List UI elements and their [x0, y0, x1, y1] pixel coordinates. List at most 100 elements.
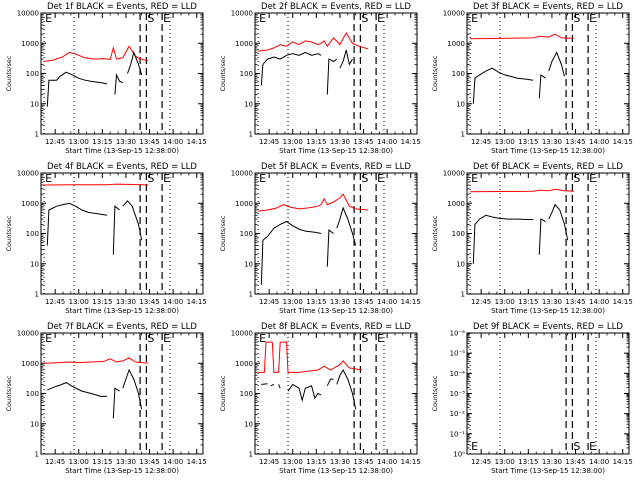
y-axis-label: Counts/sec	[5, 55, 13, 91]
y-tick-label: 10	[30, 100, 39, 108]
chart-panel-1: Det 1f BLACK = Events, RED = LLD 1 10 100 10…	[5, 2, 207, 155]
series-line	[114, 73, 123, 95]
x-tick-label: 13:15	[306, 138, 326, 146]
x-tick-label: 13:00	[495, 298, 515, 306]
x-axis-label: Start Time (13-Sep-15 12:38:00)	[279, 147, 393, 155]
x-tick-label: 13:30	[116, 298, 136, 306]
x-tick-label: 13:45	[353, 138, 373, 146]
y-tick-label: 10	[30, 420, 39, 428]
y-tick-label: 100	[452, 230, 465, 238]
series-line	[261, 383, 268, 385]
series-events	[472, 51, 565, 104]
series-line	[46, 71, 108, 107]
series-line	[122, 200, 143, 241]
time-marker-label: S	[573, 12, 580, 25]
chart-title: Det 9f BLACK = Events, RED = LLD	[473, 322, 623, 332]
y-axis-label: Counts/sec	[219, 55, 227, 91]
x-tick-label: 14:00	[163, 138, 183, 146]
x-tick-label: 13:45	[565, 458, 585, 466]
chart-panel-9: Det 9f BLACK = Events, RED = LLD 10⁰ 10⁻¹ 1…	[431, 322, 633, 475]
series-events	[46, 50, 143, 107]
series-line	[260, 51, 322, 86]
x-tick-label: 13:00	[69, 138, 89, 146]
series-line	[270, 383, 275, 387]
y-tick-label: 10000	[17, 330, 39, 338]
chart-panel-3: Det 3f BLACK = Events, RED = LLD 1 10 100 10…	[431, 2, 633, 155]
x-tick-label: 13:00	[283, 298, 303, 306]
time-marker-label: E	[163, 12, 170, 25]
series-line	[47, 382, 108, 397]
y-tick-label: 10⁻¹	[450, 430, 466, 438]
y-tick-label: 100	[26, 390, 39, 398]
chart-panel-7: Det 7f BLACK = Events, RED = LLD 1 10 100 10…	[5, 322, 207, 475]
x-tick-label: 13:30	[542, 138, 562, 146]
y-tick-label: 1000	[235, 360, 253, 368]
y-tick-label: 1000	[235, 200, 253, 208]
series-line	[326, 58, 338, 95]
series-line	[538, 218, 546, 255]
y-tick-label: 100	[452, 70, 465, 78]
y-tick-label: 10⁻⁵	[450, 350, 466, 358]
chart-title: Det 6f BLACK = Events, RED = LLD	[473, 162, 623, 172]
plot-frame	[254, 172, 418, 295]
y-tick-label: 1	[461, 131, 465, 139]
y-axis-label: Counts/sec	[431, 55, 439, 91]
chart-title: Det 8f BLACK = Events, RED = LLD	[261, 322, 411, 332]
series-lld	[258, 31, 369, 52]
x-tick-label: 14:00	[377, 138, 397, 146]
y-tick-label: 100	[26, 70, 39, 78]
time-marker-label: S	[147, 12, 154, 25]
x-axis-label: Start Time (13-Sep-15 12:38:00)	[65, 307, 179, 315]
series-lld	[470, 33, 575, 40]
x-tick-label: 12:45	[45, 138, 65, 146]
x-tick-label: 13:15	[306, 458, 326, 466]
series-line	[258, 341, 363, 373]
time-marker-label: E	[259, 332, 266, 345]
series-line	[46, 202, 108, 246]
x-tick-label: 13:15	[92, 458, 112, 466]
time-marker-label: E	[45, 12, 52, 25]
y-tick-label: 10⁻³	[450, 390, 466, 398]
y-tick-label: 100	[240, 230, 253, 238]
time-marker-label: E	[377, 172, 384, 185]
y-tick-label: 100	[240, 390, 253, 398]
x-tick-label: 13:30	[330, 298, 350, 306]
series-line	[112, 387, 120, 419]
chart-panel-8: Det 8f BLACK = Events, RED = LLD 1 10 100 10…	[219, 322, 421, 475]
x-tick-label: 12:45	[259, 298, 279, 306]
x-tick-label: 13:30	[116, 138, 136, 146]
x-tick-label: 14:00	[589, 298, 609, 306]
time-marker-label: S	[147, 172, 154, 185]
y-tick-label: 10000	[231, 330, 253, 338]
time-marker-label: E	[589, 12, 596, 25]
series-lld	[44, 357, 149, 364]
time-marker-label: E	[45, 172, 52, 185]
x-tick-label: 13:00	[495, 138, 515, 146]
x-tick-label: 14:15	[187, 458, 207, 466]
y-tick-label: 10⁻⁶	[450, 330, 466, 338]
x-tick-label: 14:15	[613, 138, 633, 146]
y-tick-label: 100	[240, 70, 253, 78]
chart-panel-4: Det 4f BLACK = Events, RED = LLD 1 10 100 10…	[5, 162, 207, 315]
series-line	[44, 45, 149, 62]
chart-title: Det 3f BLACK = Events, RED = LLD	[473, 2, 623, 12]
x-tick-label: 14:00	[589, 458, 609, 466]
chart-title: Det 7f BLACK = Events, RED = LLD	[47, 322, 197, 332]
chart-panel-5: Det 5f BLACK = Events, RED = LLD 1 10 100 10…	[219, 162, 421, 315]
x-tick-label: 13:45	[565, 298, 585, 306]
y-axis-label: Counts/sec	[219, 215, 227, 251]
plot-frame	[254, 12, 418, 135]
x-tick-label: 14:00	[377, 298, 397, 306]
series-line	[470, 33, 575, 40]
x-tick-label: 12:45	[471, 298, 491, 306]
y-tick-label: 10⁰	[453, 451, 465, 459]
x-tick-label: 12:45	[45, 298, 65, 306]
time-marker-label: S	[361, 12, 368, 25]
series-line	[127, 50, 143, 76]
x-tick-label: 12:45	[471, 138, 491, 146]
x-axis-label: Start Time (13-Sep-15 12:38:00)	[65, 467, 179, 475]
plot-frame	[466, 12, 630, 135]
x-axis-label: Start Time (13-Sep-15 12:38:00)	[65, 147, 179, 155]
x-tick-label: 14:15	[613, 458, 633, 466]
series-line	[336, 206, 357, 246]
